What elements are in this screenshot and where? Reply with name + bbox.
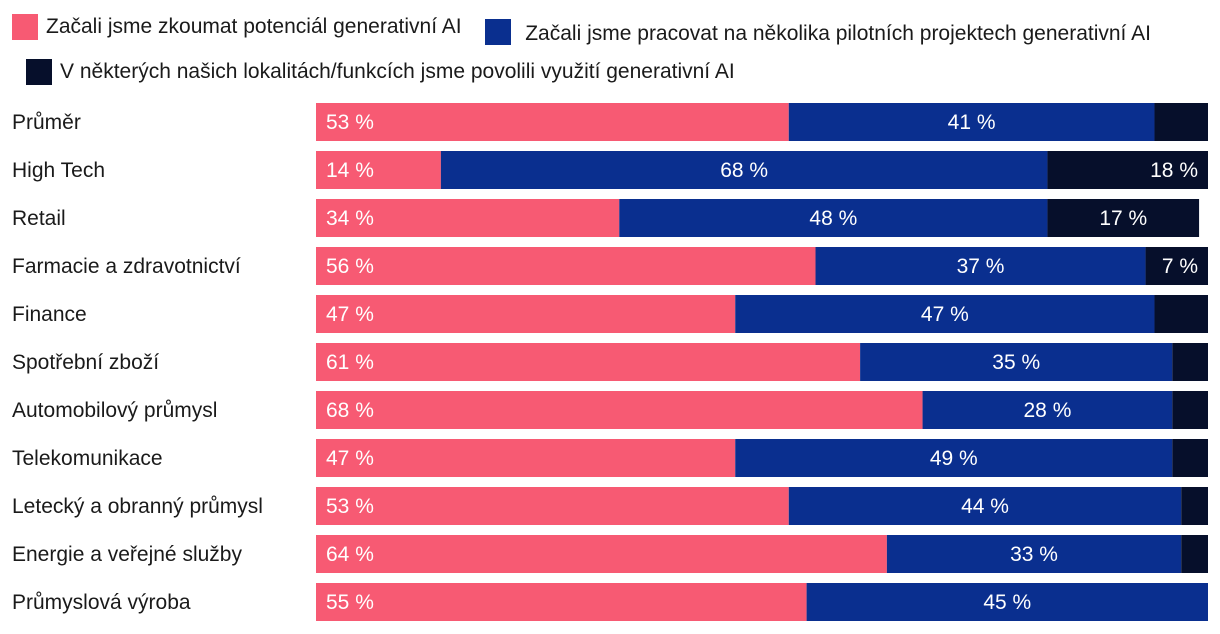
bar-segment xyxy=(735,439,1173,477)
data-label: 47 % xyxy=(326,447,374,470)
bar-segment xyxy=(316,199,620,237)
bar-segment xyxy=(316,247,816,285)
bar-segment xyxy=(440,151,1048,189)
bar-segment xyxy=(815,247,1146,285)
bar-segment xyxy=(316,583,807,621)
data-label: 61 % xyxy=(326,351,374,374)
bar-segment xyxy=(886,535,1182,573)
bar-segment xyxy=(1154,295,1208,333)
bar-segment xyxy=(316,151,441,189)
bar-segment xyxy=(1145,247,1208,285)
bar-segment xyxy=(316,487,789,525)
data-label: 7 % xyxy=(1162,255,1198,278)
category-label: Průměr xyxy=(12,111,81,134)
category-label: Automobilový průmysl xyxy=(12,399,217,422)
data-label: 48 % xyxy=(809,207,857,230)
bar-segment xyxy=(1181,487,1208,525)
data-label: 17 % xyxy=(1099,207,1147,230)
bar-segment xyxy=(922,391,1173,429)
category-label: High Tech xyxy=(12,159,105,182)
category-label: Telekomunikace xyxy=(12,447,163,470)
data-label: 33 % xyxy=(1010,543,1058,566)
bar-segment xyxy=(316,343,861,381)
category-label: Retail xyxy=(12,207,66,230)
bar-segment xyxy=(316,535,887,573)
data-label: 35 % xyxy=(992,351,1040,374)
bar-segment xyxy=(788,103,1155,141)
legend-label-pilot: Začali jsme pracovat na několika pilotní… xyxy=(525,22,1151,45)
legend-label-explore: Začali jsme zkoumat potenciál generativn… xyxy=(46,15,462,38)
category-label: Finance xyxy=(12,303,87,326)
legend: Začali jsme zkoumat potenciál generativn… xyxy=(12,8,1212,98)
data-label: 41 % xyxy=(948,111,996,134)
bar-segment xyxy=(1172,439,1208,477)
category-label: Farmacie a zdravotnictví xyxy=(12,255,241,278)
bar-segment xyxy=(1181,535,1208,573)
bar-segment xyxy=(316,439,736,477)
bar-segment xyxy=(735,295,1155,333)
data-label: 53 % xyxy=(326,495,374,518)
data-label: 53 % xyxy=(326,111,374,134)
data-label: 49 % xyxy=(930,447,978,470)
data-label: 14 % xyxy=(326,159,374,182)
data-label: 68 % xyxy=(720,159,768,182)
data-label: 18 % xyxy=(1150,159,1198,182)
bar-segment xyxy=(316,391,923,429)
bar-segment xyxy=(806,583,1208,621)
data-label: 64 % xyxy=(326,543,374,566)
data-label: 34 % xyxy=(326,207,374,230)
data-label: 45 % xyxy=(983,591,1031,614)
category-label: Energie a veřejné služby xyxy=(12,543,242,566)
bar-segment xyxy=(860,343,1173,381)
bar-segment xyxy=(1047,199,1200,237)
category-label: Letecký a obranný průmysl xyxy=(12,495,263,518)
bar-segment xyxy=(788,487,1182,525)
legend-swatch-explore xyxy=(12,14,38,40)
bar-segment xyxy=(619,199,1048,237)
bar-segment xyxy=(316,295,736,333)
category-label: Průmyslová výroba xyxy=(12,591,191,614)
data-label: 28 % xyxy=(1024,399,1072,422)
data-label: 37 % xyxy=(957,255,1005,278)
bar-segment xyxy=(1047,151,1208,189)
legend-label-enabled: V některých našich lokalitách/funkcích j… xyxy=(60,60,735,83)
bar-segment xyxy=(1172,391,1208,429)
data-label: 44 % xyxy=(961,495,1009,518)
legend-entry-pilot: Začali jsme pracovat na několika pilotní… xyxy=(485,19,1151,45)
legend-entry-explore: Začali jsme zkoumat potenciál generativn… xyxy=(12,8,462,46)
data-label: 55 % xyxy=(326,591,374,614)
data-label: 47 % xyxy=(326,303,374,326)
legend-swatch-enabled xyxy=(26,59,52,85)
legend-swatch-pilot xyxy=(485,19,512,45)
bar-segment xyxy=(316,103,789,141)
data-label: 47 % xyxy=(921,303,969,326)
bar-segment xyxy=(1172,343,1208,381)
legend-entry-enabled: V některých našich lokalitách/funkcích j… xyxy=(26,53,735,91)
data-label: 68 % xyxy=(326,399,374,422)
data-label: 56 % xyxy=(326,255,374,278)
bar-segment xyxy=(1154,103,1208,141)
category-label: Spotřební zboží xyxy=(12,351,159,374)
